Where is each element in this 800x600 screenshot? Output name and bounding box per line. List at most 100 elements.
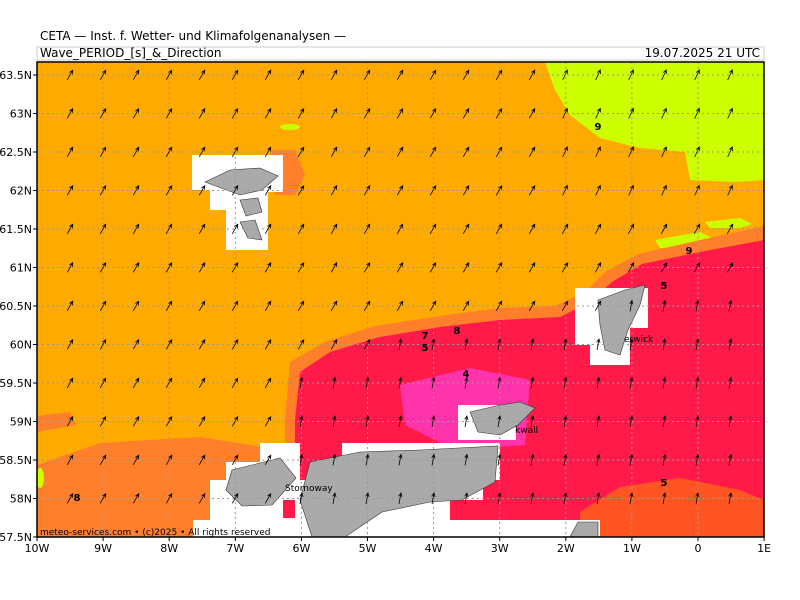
direction-arrow [231,146,239,157]
direction-arrow [330,261,338,273]
direction-arrow [464,453,469,466]
wave-direction-arrows [66,69,734,504]
direction-arrow [528,107,536,119]
direction-arrow [132,184,140,196]
direction-arrow [429,184,437,196]
direction-arrow [365,492,370,504]
direction-arrow [595,184,601,196]
direction-arrow [165,146,173,157]
contour-label: 5 [661,478,668,489]
contour-label: 4 [463,369,470,380]
direction-arrow [660,261,668,273]
direction-arrow [231,184,239,196]
parameter: Wave_PERIOD_[s]_&_Direction [40,46,222,60]
direction-arrow [530,492,535,504]
direction-arrow [165,69,173,80]
lon-label: 0 [695,542,702,555]
direction-arrow [497,415,502,427]
lat-label: 60.5N [0,300,32,313]
direction-arrow [363,223,371,234]
direction-arrow [528,69,536,80]
direction-arrow [594,223,602,234]
contour-label: 8 [74,493,81,504]
direction-arrow [363,338,371,350]
direction-arrow [165,300,173,311]
place-label: Stornoway [285,484,333,494]
land [299,445,499,538]
period-9-patch [705,218,752,228]
direction-arrow [198,184,206,196]
direction-arrow [695,376,700,389]
direction-arrow [330,338,338,350]
direction-arrow [628,69,634,81]
direction-arrow [165,377,173,388]
direction-arrow [530,453,535,466]
direction-arrow [198,415,206,427]
direction-arrow [693,223,701,234]
direction-arrow [198,223,206,234]
direction-arrow [198,69,206,80]
direction-arrow [462,300,470,311]
direction-arrow [365,376,370,389]
direction-arrow [231,69,239,80]
land [469,401,536,436]
direction-arrow [431,492,436,504]
title-bar [36,46,765,61]
lat-label: 57.5N [0,531,32,544]
high-period-field [283,500,295,518]
direction-arrow [429,261,437,273]
direction-arrow [562,184,568,196]
period-9-patch [280,124,300,130]
direction-arrow [99,184,107,196]
direction-arrow [398,492,403,504]
direction-arrow [99,69,107,80]
direction-arrow [264,454,272,465]
direction-arrow [66,223,74,234]
direction-arrow [528,300,536,311]
direction-arrow [99,300,107,311]
direction-arrow [495,107,503,119]
direction-arrow [662,492,667,504]
direction-arrow [694,69,700,81]
direction-arrow [563,492,568,504]
direction-arrow [662,453,667,466]
direction-arrow [198,146,206,157]
direction-arrow [695,492,700,504]
direction-arrow [99,415,107,427]
direction-arrow [66,415,74,427]
direction-arrow [662,415,667,427]
direction-arrow [596,338,601,350]
direction-arrow [66,377,74,388]
direction-arrow [231,300,239,311]
direction-arrow [596,376,601,389]
direction-arrow [728,338,733,350]
direction-arrow [66,454,74,465]
direction-arrow [398,376,403,389]
direction-arrow [726,261,734,273]
direction-arrow [165,454,173,465]
lon-label: 4W [425,542,443,555]
contour-label: 9 [595,122,602,133]
direction-arrow [464,376,469,389]
contour-label: 9 [686,246,693,257]
direction-arrow [165,415,173,427]
direction-arrow [561,261,569,273]
direction-arrow [396,261,404,273]
direction-arrow [165,223,173,234]
direction-arrow [563,376,568,389]
direction-arrow [661,107,667,119]
direction-arrow [627,261,635,273]
direction-arrow [231,261,239,273]
direction-arrow [462,261,470,273]
direction-arrow [332,492,337,504]
direction-arrow [629,376,634,389]
contour-label: 5 [661,281,668,292]
direction-arrow [66,300,74,311]
direction-arrow [165,107,173,119]
direction-arrow [561,223,569,234]
lat-label: 62.5N [0,146,32,159]
direction-arrow [595,107,601,119]
place-label: kwall [515,426,538,436]
direction-arrow [596,415,601,427]
direction-arrow [66,338,74,350]
